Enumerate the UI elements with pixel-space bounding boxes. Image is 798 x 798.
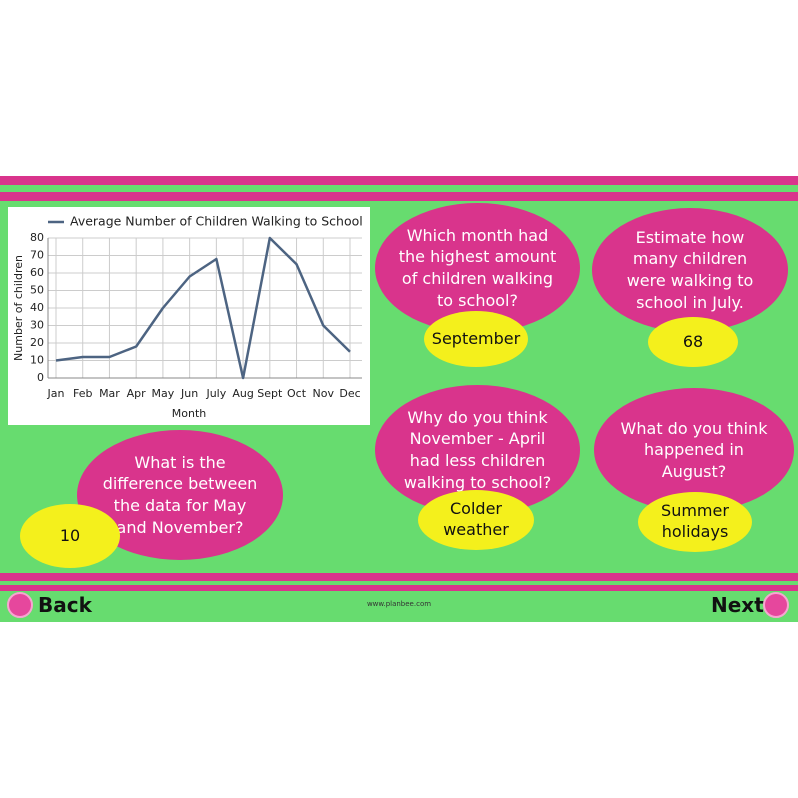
x-tick-label: July [205, 387, 226, 400]
y-tick-label: 70 [30, 249, 44, 262]
x-tick-label: Apr [127, 387, 147, 400]
stripe [0, 192, 798, 201]
question-bubble: What do you think happened in August? [594, 388, 794, 512]
stripe [0, 176, 798, 185]
x-tick-label: Oct [287, 387, 307, 400]
stripe [0, 185, 798, 192]
y-tick-label: 60 [30, 266, 44, 279]
next-icon[interactable] [763, 592, 789, 618]
x-tick-label: Jun [180, 387, 198, 400]
chart: Month Number of children 0 10 20 30 40 50 60 70… [8, 207, 370, 425]
y-tick-label: 50 [30, 284, 44, 297]
y-tick-label: 30 [30, 319, 44, 332]
x-tick-label: Mar [99, 387, 120, 400]
x-axis-label: Month [172, 407, 207, 420]
x-tick-label: Nov [313, 387, 335, 400]
back-icon[interactable] [7, 592, 33, 618]
back-button[interactable]: Back [38, 593, 92, 617]
x-tick-label: Sept [257, 387, 283, 400]
y-tick-label: 80 [30, 231, 44, 244]
question-bubble: Estimate how many children were walking … [592, 208, 788, 332]
legend-label: Average Number of Children Walking to Sc… [70, 214, 363, 229]
y-tick-label: 0 [37, 371, 44, 384]
y-tick-label: 10 [30, 354, 44, 367]
answer-bubble: September [424, 311, 528, 367]
y-tick-label: 40 [30, 301, 44, 314]
x-tick-label: Aug [232, 387, 253, 400]
website: www.planbee.com [366, 600, 432, 608]
stripe [0, 581, 798, 585]
stripe [0, 585, 798, 591]
x-tick-label: May [152, 387, 175, 400]
stripe [0, 573, 798, 581]
answer-bubble: 68 [648, 317, 738, 367]
answer-bubble: Summer holidays [638, 492, 752, 552]
x-tick-label: Feb [73, 387, 92, 400]
x-tick-label: Jan [47, 387, 65, 400]
y-tick-label: 20 [30, 336, 44, 349]
nav-bar [0, 591, 798, 622]
line [55, 236, 351, 380]
answer-bubble: 10 [20, 504, 120, 568]
answer-bubble: Colder weather [418, 490, 534, 550]
next-button[interactable]: Next [711, 593, 764, 617]
x-tick-label: Dec [339, 387, 360, 400]
y-axis-label: Number of children [12, 255, 25, 361]
